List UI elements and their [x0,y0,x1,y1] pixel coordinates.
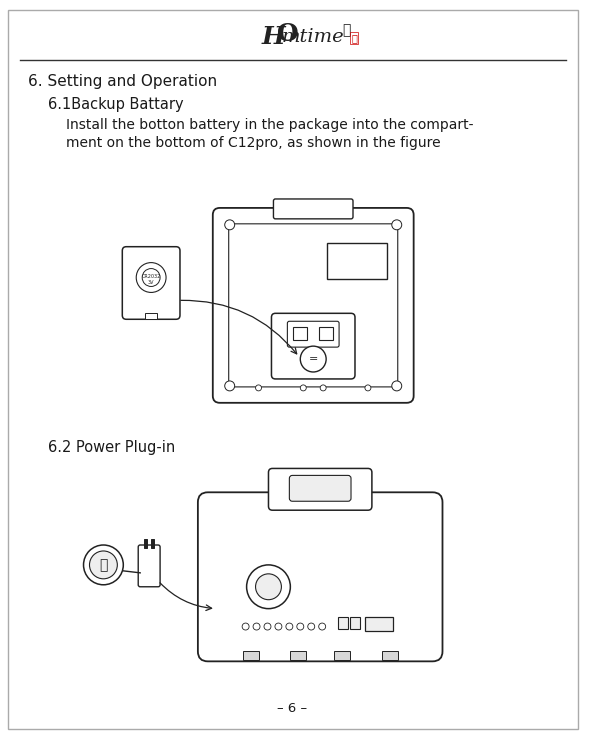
Circle shape [392,381,402,391]
Bar [338,616,348,629]
Bar [290,651,306,661]
FancyBboxPatch shape [272,313,355,379]
Circle shape [136,262,166,293]
Circle shape [319,623,326,630]
Text: =: = [309,354,318,364]
Bar [327,242,387,279]
Circle shape [256,385,262,391]
Circle shape [142,268,160,287]
Circle shape [297,623,304,630]
Circle shape [275,623,282,630]
Text: – 6 –: – 6 – [277,701,307,715]
FancyBboxPatch shape [273,199,353,219]
Text: 6. Setting and Operation: 6. Setting and Operation [28,74,217,89]
Circle shape [308,623,315,630]
Circle shape [300,385,306,391]
Text: 时: 时 [351,33,357,43]
Text: 龙: 龙 [342,23,350,37]
Circle shape [247,565,290,609]
Circle shape [300,346,326,372]
FancyBboxPatch shape [287,321,339,347]
Text: mtime: mtime [282,28,345,46]
Text: O: O [277,22,299,46]
Text: ment on the bottom of C12pro, as shown in the figure: ment on the bottom of C12pro, as shown i… [65,136,440,150]
Circle shape [84,545,123,585]
Circle shape [392,219,402,230]
FancyBboxPatch shape [213,208,413,403]
Circle shape [225,219,234,230]
Circle shape [320,385,326,391]
Bar [151,539,154,548]
Bar [382,651,398,661]
Circle shape [242,623,249,630]
FancyBboxPatch shape [269,469,372,510]
Bar [365,616,393,630]
Circle shape [264,623,271,630]
Bar [293,327,307,340]
Circle shape [286,623,293,630]
Bar [145,313,157,319]
Text: ⏻: ⏻ [99,558,108,572]
Circle shape [253,623,260,630]
FancyBboxPatch shape [138,545,160,587]
FancyBboxPatch shape [198,492,442,661]
Circle shape [90,551,117,579]
Text: Install the botton battery in the package into the compart-: Install the botton battery in the packag… [65,118,473,132]
Circle shape [256,574,282,599]
Bar [350,616,360,629]
Bar [334,651,350,661]
Circle shape [225,381,234,391]
Bar [243,651,259,661]
FancyBboxPatch shape [289,475,351,501]
FancyBboxPatch shape [123,247,180,319]
Bar [144,539,147,548]
Circle shape [365,385,371,391]
Text: H: H [262,25,285,49]
Text: 6.2 Power Plug-in: 6.2 Power Plug-in [48,440,175,455]
Text: 6.1Backup Battary: 6.1Backup Battary [48,97,183,112]
Text: CR2032
3V: CR2032 3V [141,274,161,285]
Bar [319,327,333,340]
